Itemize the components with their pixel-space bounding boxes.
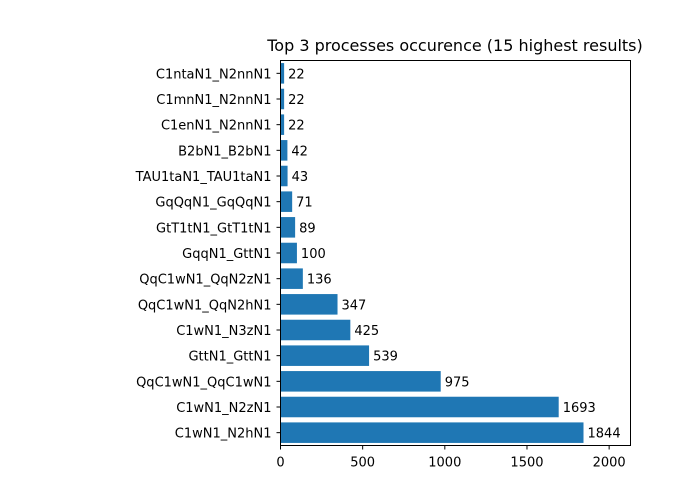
y-tick-label: C1mnN1_N2nnN1 xyxy=(156,93,271,108)
bar xyxy=(280,422,584,443)
bar xyxy=(280,140,288,161)
x-tick-label: 1000 xyxy=(428,456,461,471)
bar xyxy=(280,63,285,84)
bar-value-label: 89 xyxy=(299,221,316,236)
y-tick-label: QqC1wN1_QqN2zN1 xyxy=(139,273,271,288)
bar-value-label: 975 xyxy=(445,375,470,390)
bars-group xyxy=(280,63,584,443)
bar xyxy=(280,268,303,289)
y-tick-label: GttN1_GttN1 xyxy=(188,350,271,365)
y-tick-label: C1ntaN1_N2nnN1 xyxy=(156,67,272,82)
y-tick-label: C1enN1_N2nnN1 xyxy=(161,119,272,134)
x-tick-label: 2000 xyxy=(593,456,626,471)
bar xyxy=(280,114,285,135)
bar xyxy=(280,345,370,366)
y-tick-label: QqC1wN1_QqC1wN1 xyxy=(136,375,271,390)
bar-value-label: 22 xyxy=(288,119,305,134)
y-tick-label: QqC1wN1_QqN2hN1 xyxy=(138,298,272,313)
x-axis: 0 500 1000 1500 2000 xyxy=(276,445,626,471)
bar xyxy=(280,294,338,315)
x-tick-label: 0 xyxy=(276,456,284,471)
bar-value-label: 347 xyxy=(342,298,367,313)
y-tick-label: TAU1taN1_TAU1taN1 xyxy=(135,170,272,185)
bar-value-label: 1844 xyxy=(588,427,621,442)
bar xyxy=(280,242,297,264)
x-tick-label: 500 xyxy=(350,456,375,471)
bar-value-label: 71 xyxy=(296,196,313,211)
bar-value-label: 425 xyxy=(354,324,379,339)
x-tick-label: 1500 xyxy=(510,456,543,471)
bar-value-label: 1693 xyxy=(563,401,596,416)
y-tick-label: GqQqN1_GqQqN1 xyxy=(155,196,271,211)
y-axis: C1wN1_N2hN1 C1wN1_N2zN1 QqC1wN1_QqC1wN1 Gtt… xyxy=(135,67,281,442)
y-tick-label: B2bN1_B2bN1 xyxy=(178,144,271,159)
bar-value-label: 42 xyxy=(291,144,308,159)
bar xyxy=(280,191,293,212)
value-labels-group: 1844 1693 975 539 425 347 136 100 89 71 43 42 22 22 22 xyxy=(288,67,620,441)
y-tick-label: C1wN1_N2hN1 xyxy=(175,427,272,442)
bar xyxy=(280,319,351,341)
bar xyxy=(280,217,296,238)
bar-value-label: 22 xyxy=(288,93,305,108)
plot-frame xyxy=(280,60,631,446)
bar-value-label: 22 xyxy=(288,67,305,82)
chart-title: Top 3 processes occurence (15 highest re… xyxy=(266,36,643,55)
y-tick-label: C1wN1_N2zN1 xyxy=(176,401,271,416)
bar-value-label: 539 xyxy=(373,350,398,365)
bar-value-label: 136 xyxy=(307,273,332,288)
bar xyxy=(280,396,559,418)
bar xyxy=(280,165,288,187)
bar xyxy=(280,371,441,392)
y-tick-label: GtT1tN1_GtT1tN1 xyxy=(156,221,271,236)
bar-value-label: 100 xyxy=(301,247,326,262)
bar xyxy=(280,88,285,110)
bar-value-label: 43 xyxy=(292,170,309,185)
y-tick-label: GqqN1_GttN1 xyxy=(182,247,271,262)
y-tick-label: C1wN1_N3zN1 xyxy=(176,324,271,339)
